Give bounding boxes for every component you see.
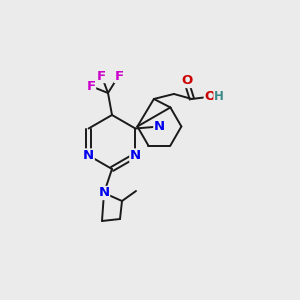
- Text: H: H: [214, 91, 224, 103]
- Text: F: F: [114, 70, 124, 83]
- Text: O: O: [204, 91, 215, 103]
- Text: N: N: [154, 120, 165, 133]
- Text: N: N: [130, 149, 141, 162]
- Text: F: F: [86, 80, 96, 94]
- Text: N: N: [98, 187, 110, 200]
- Text: F: F: [96, 70, 106, 83]
- Text: O: O: [181, 74, 193, 88]
- Text: N: N: [83, 149, 94, 162]
